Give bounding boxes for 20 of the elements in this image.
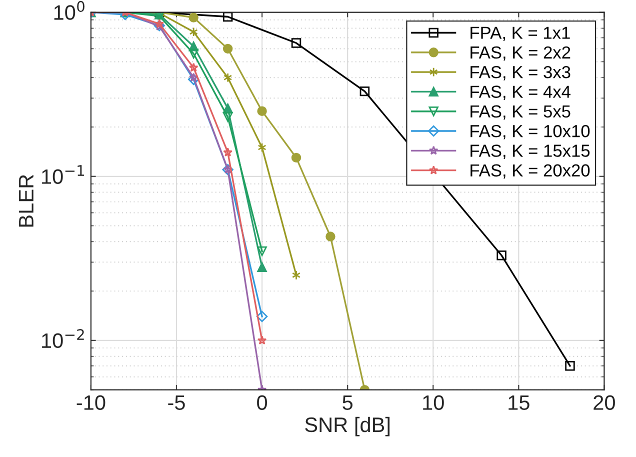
x-tick-label: 5 — [342, 395, 352, 410]
legend-label: FAS, K = 3x3 — [470, 66, 570, 80]
x-tick-label: 0 — [257, 395, 268, 410]
x-tick-label: 10 — [423, 395, 444, 410]
legend-label: FAS, K = 20x20 — [470, 164, 590, 179]
legend-label: FAS, K = 15x15 — [470, 144, 590, 159]
x-tick-label: 15 — [508, 395, 530, 410]
legend-label: FPA, K = 1x1 — [470, 26, 570, 42]
y-tick-label: 10$^{0}$ — [54, 0, 84, 20]
legend-label: FAS, K = 4x4 — [470, 86, 570, 100]
y-tick-label: 10$^{−2}$ — [42, 329, 84, 348]
y-tick-label: 10$^{−1}$ — [42, 165, 84, 184]
x-axis-title: SNR [dB] — [305, 416, 390, 436]
x-tick-label: -10 — [76, 395, 106, 410]
x-tick-label: 20 — [594, 395, 615, 410]
legend-label: FAS, K = 2x2 — [470, 46, 570, 61]
x-tick-label: -5 — [168, 395, 185, 410]
y-axis-title: BLER — [19, 174, 34, 227]
legend-label: FAS, K = 10x10 — [470, 124, 590, 140]
legend-label: FAS, K = 5x5 — [470, 105, 570, 120]
